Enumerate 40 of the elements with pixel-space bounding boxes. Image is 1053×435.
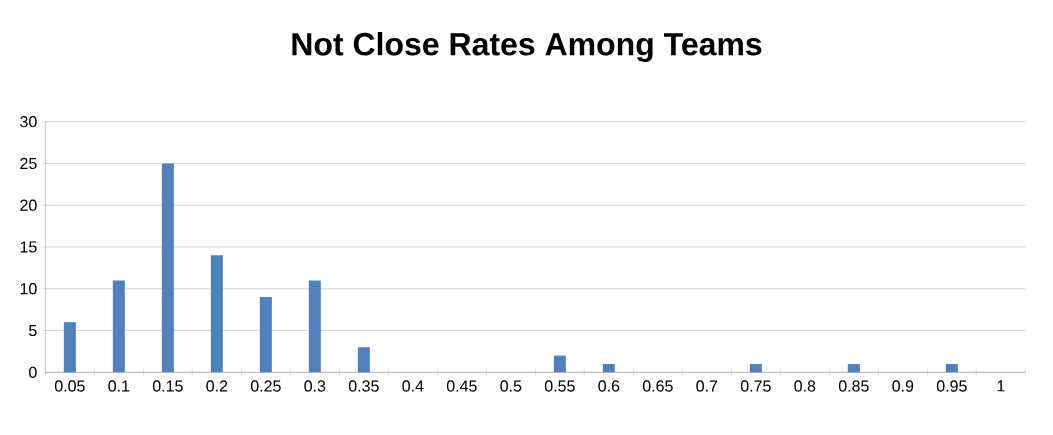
x-tick-label: 0.95 <box>936 380 967 392</box>
y-tick-label: 0 <box>29 366 37 378</box>
y-tick-label: 5 <box>29 324 37 337</box>
x-tick-label: 0.55 <box>544 380 575 392</box>
bar <box>749 363 762 373</box>
x-tick-label: 0.7 <box>696 380 718 392</box>
y-tick-label: 30 <box>20 116 37 128</box>
x-tick-label: 0.65 <box>642 380 673 392</box>
x-tick-label: 0.25 <box>250 380 281 392</box>
x-tick-label: 0.45 <box>446 380 477 392</box>
bar <box>112 280 125 373</box>
x-tick-label: 0.75 <box>740 380 771 392</box>
y-tick-label: 20 <box>20 199 37 211</box>
bar <box>308 280 321 373</box>
x-tick-label: 1 <box>997 380 1005 392</box>
x-tick-label: 0.8 <box>794 380 816 392</box>
x-tick-label: 0.2 <box>206 380 228 392</box>
bar <box>63 322 76 373</box>
x-tick-label: 0.5 <box>500 380 522 392</box>
bar <box>945 363 958 373</box>
x-tick-label: 0.6 <box>598 380 620 392</box>
bar <box>553 355 566 373</box>
x-tick-label: 0.15 <box>152 380 183 392</box>
x-tick-label: 0.4 <box>402 380 424 392</box>
bar <box>210 255 223 373</box>
x-tick-label: 0.35 <box>348 380 379 392</box>
chart-title: Not Close Rates Among Teams <box>292 32 762 62</box>
y-tick-label: 15 <box>20 241 37 253</box>
bar <box>357 347 370 373</box>
bar <box>259 297 272 373</box>
x-tick-label: 0.85 <box>838 380 869 392</box>
x-tick-label: 0.05 <box>54 380 85 392</box>
bar <box>602 363 615 373</box>
y-tick-label: 25 <box>20 157 37 170</box>
x-tick-label: 0.1 <box>108 380 130 392</box>
bar <box>847 363 860 373</box>
bar <box>161 163 174 373</box>
x-tick-label: 0.9 <box>892 380 914 392</box>
y-tick-label: 10 <box>20 283 37 295</box>
x-tick-label: 0.3 <box>304 380 326 392</box>
